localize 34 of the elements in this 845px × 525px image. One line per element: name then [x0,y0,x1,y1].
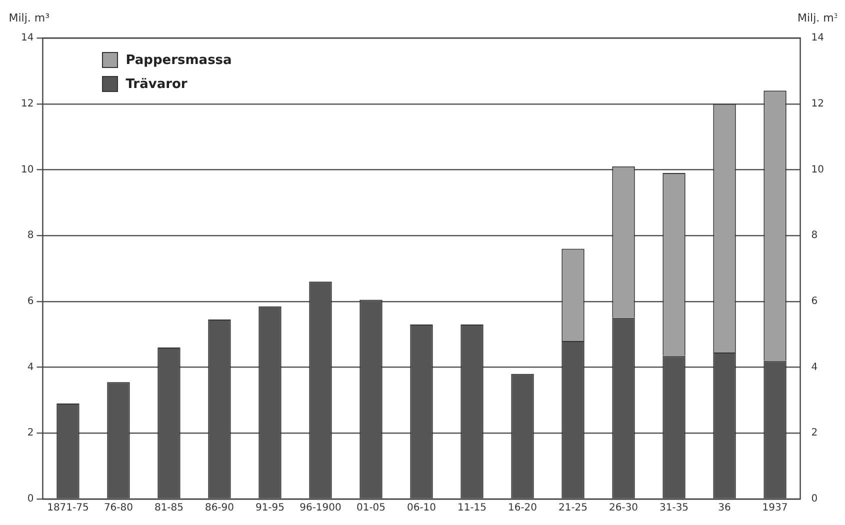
x-tick-label: 76-80 [104,502,134,514]
y2-tick-label: 8 [811,230,818,242]
x-tick-label: 31-35 [659,502,689,514]
y-axis-title: Milj. m³ [8,11,50,24]
x-tick-label: 1871-75 [47,502,89,514]
x-tick-label: 81-85 [154,502,184,514]
y2-tick-label: 10 [811,164,824,176]
x-tick-label: 21-25 [558,502,588,514]
y2-tick-label: 2 [811,428,818,439]
x-tick-label: 86-90 [204,502,234,514]
x-tick-label: 16-20 [508,502,538,514]
legend-label: Trävaror [126,76,188,92]
y-tick-label: 6 [27,296,34,308]
x-tick-label: 96-1900 [300,502,342,514]
y2-tick-label: 0 [811,494,818,505]
x-tick-label: 01-05 [356,502,386,514]
y-tick-label: 12 [20,98,34,110]
x-tick-label: 1937 [762,502,788,514]
y-tick-label: 8 [27,230,34,242]
y-tick-label: 14 [20,32,34,44]
y2-tick-label: 12 [811,98,824,110]
x-tick-label: 91-95 [255,502,285,514]
y-tick-label: 4 [27,362,34,373]
y2-tick-label: 6 [811,296,818,308]
y-tick-label: 0 [27,494,34,505]
y2-tick-label: 14 [811,32,824,44]
x-tick-label: 06-10 [406,502,436,514]
x-tick-label: 26-30 [608,502,638,514]
legend-label: Pappersmassa [126,52,232,68]
y-tick-label: 2 [27,428,34,439]
x-tick-label: 11-15 [457,502,487,514]
y2-tick-label: 4 [811,362,818,373]
x-tick-label: 36 [718,502,731,514]
y-tick-label: 10 [20,164,34,176]
